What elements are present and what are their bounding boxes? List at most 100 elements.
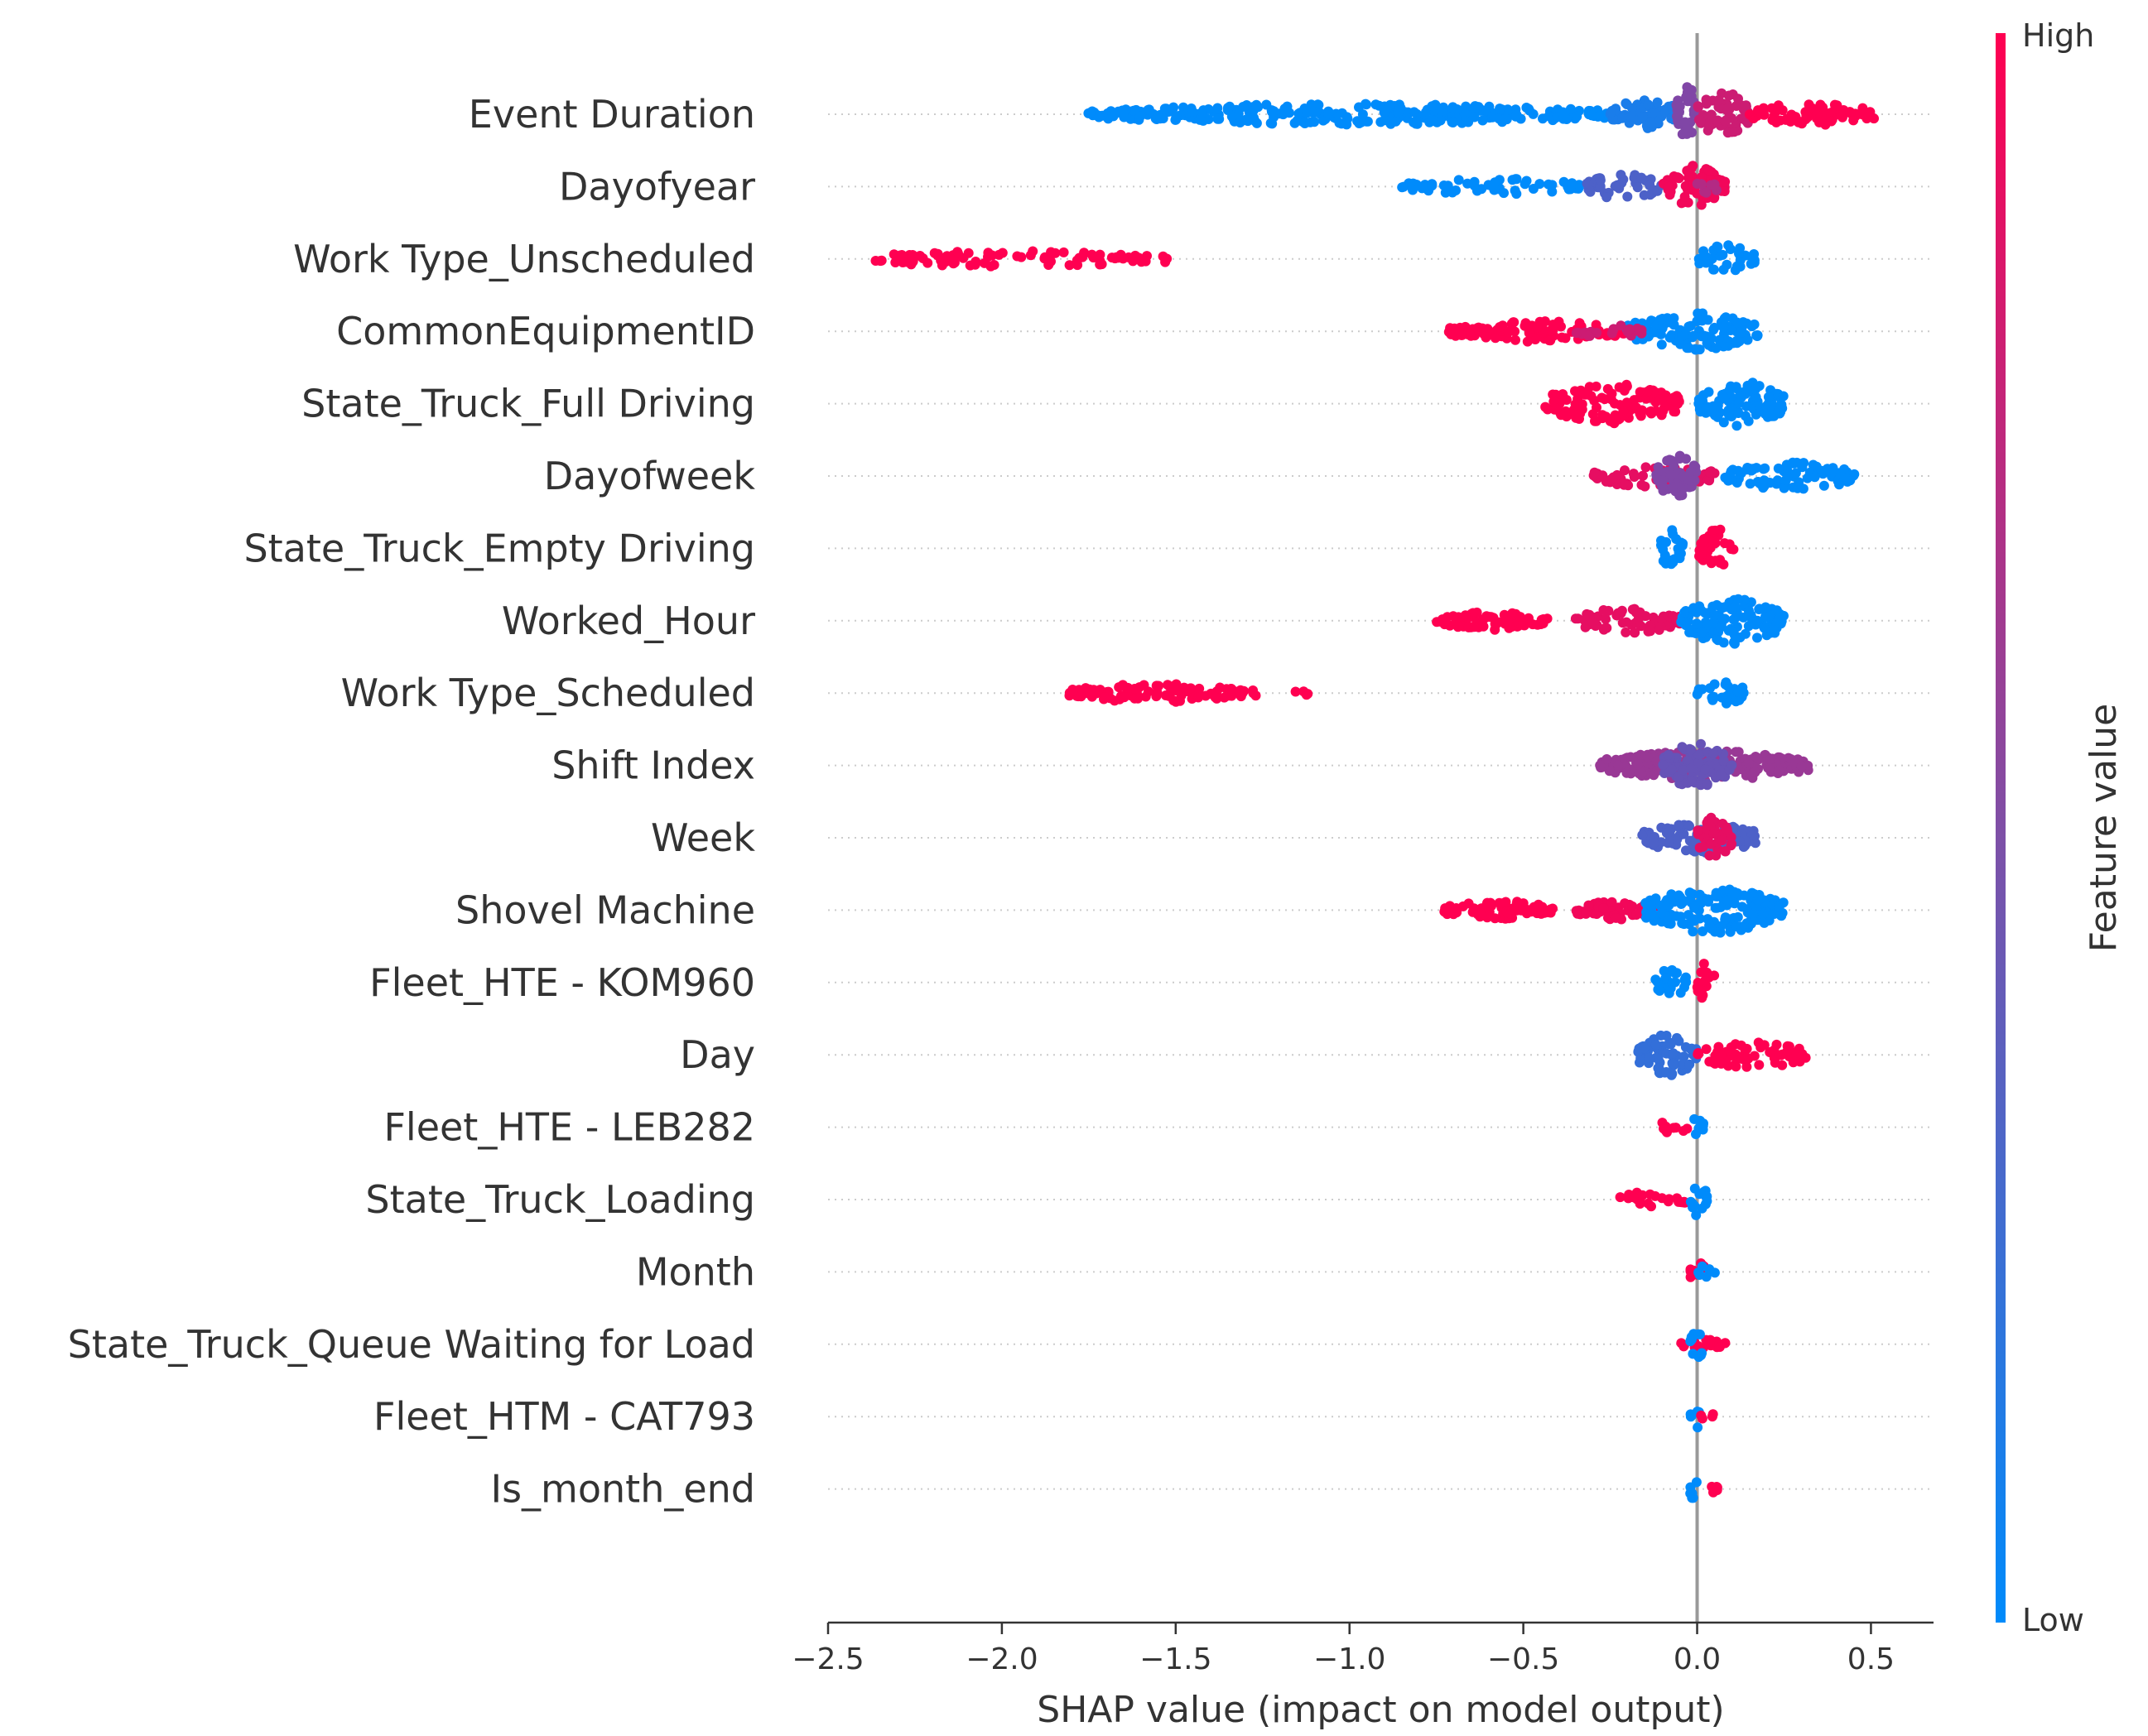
- shap-point: [1767, 115, 1778, 125]
- shap-point: [1524, 613, 1534, 623]
- shap-point: [1118, 253, 1129, 264]
- shap-point: [1696, 179, 1707, 190]
- shap-point: [1490, 177, 1500, 188]
- shap-point: [1472, 323, 1483, 334]
- shap-point: [1718, 756, 1729, 766]
- shap-point: [1816, 465, 1827, 476]
- shap-point: [1775, 402, 1785, 412]
- shap-point: [1694, 889, 1705, 900]
- shap-point: [1354, 102, 1364, 113]
- shap-point: [1746, 321, 1757, 332]
- shap-point: [1016, 252, 1027, 262]
- shap-point: [1598, 903, 1609, 913]
- shap-point: [1687, 1334, 1697, 1344]
- shap-point: [1697, 315, 1707, 326]
- shap-point: [1679, 191, 1690, 202]
- shap-point: [1774, 901, 1784, 911]
- shap-point: [1694, 1270, 1705, 1280]
- shap-point: [1719, 393, 1730, 403]
- shap-point: [1503, 327, 1514, 338]
- shap-point: [1684, 627, 1695, 637]
- shap-point: [1688, 1349, 1698, 1359]
- shap-point: [1805, 103, 1816, 113]
- shap-point: [1666, 889, 1677, 900]
- shap-point: [1507, 608, 1518, 618]
- shap-point: [1515, 612, 1525, 623]
- shap-point: [1711, 887, 1722, 898]
- shap-point: [1046, 247, 1057, 257]
- shap-point: [1750, 384, 1760, 395]
- colorbar-low-label: Low: [2022, 1602, 2084, 1638]
- shap-point: [1621, 379, 1632, 390]
- feature-label: State_Truck_Loading: [365, 1177, 755, 1222]
- shap-point: [1106, 252, 1117, 263]
- shap-point: [1543, 404, 1553, 415]
- shap-point: [1683, 343, 1694, 353]
- shap-point: [1507, 175, 1518, 185]
- shap-point: [1645, 626, 1655, 637]
- shap-point: [1627, 901, 1638, 911]
- shap-point: [1698, 251, 1709, 262]
- shap-point: [1627, 103, 1637, 113]
- shap-point: [1715, 927, 1726, 938]
- shap-point: [1677, 331, 1688, 342]
- shap-point: [1686, 776, 1697, 786]
- shap-point: [1704, 1264, 1715, 1275]
- shap-point: [1616, 320, 1626, 331]
- shap-point: [1248, 688, 1259, 699]
- shap-point: [1621, 627, 1631, 637]
- feature-label: Fleet_HTE - KOM960: [369, 960, 755, 1005]
- shap-point: [1712, 115, 1723, 126]
- shap-point: [1081, 683, 1091, 694]
- shap-point: [1668, 557, 1678, 568]
- shap-point: [1689, 1183, 1700, 1194]
- shap-point: [1480, 325, 1491, 335]
- shap-point: [1476, 907, 1486, 918]
- shap-point: [932, 248, 943, 259]
- shap-point: [1663, 749, 1674, 760]
- shap-point: [1777, 1060, 1788, 1070]
- shap-point: [1627, 604, 1638, 615]
- shap-point: [1645, 117, 1656, 127]
- shap-point: [1736, 1054, 1747, 1064]
- shap-point: [1119, 692, 1129, 703]
- shap-point: [1484, 612, 1495, 623]
- shap-point: [1119, 112, 1129, 123]
- shap-point: [1598, 605, 1609, 615]
- shap-point: [1741, 384, 1752, 395]
- shap-point: [1709, 193, 1719, 204]
- shap-point: [1354, 118, 1365, 128]
- shap-point: [1731, 261, 1742, 272]
- shap-point: [1794, 1048, 1804, 1059]
- shap-point: [1072, 260, 1083, 271]
- shap-point: [1397, 182, 1408, 193]
- shap-point: [1442, 180, 1453, 191]
- shap-point: [1625, 324, 1635, 334]
- shap-point: [1635, 1199, 1645, 1209]
- shap-point: [1685, 1196, 1696, 1207]
- shap-point: [1697, 1348, 1707, 1359]
- shap-point: [1765, 762, 1775, 773]
- shap-point: [1539, 316, 1550, 327]
- shap-point: [1639, 1043, 1650, 1054]
- shap-point: [1703, 125, 1713, 136]
- shap-point: [1684, 887, 1695, 898]
- shap-point: [1700, 764, 1711, 775]
- shap-point: [1706, 839, 1717, 849]
- shap-point: [1633, 614, 1644, 625]
- shap-point: [1760, 408, 1770, 419]
- shap-point: [1592, 402, 1601, 413]
- shap-point: [1427, 180, 1438, 191]
- colorbar-title: Feature value: [2083, 704, 2125, 952]
- shap-point: [890, 257, 901, 267]
- shap-point: [1689, 916, 1700, 926]
- shap-point: [1571, 328, 1582, 339]
- shap-point: [1412, 116, 1423, 127]
- shap-point: [1707, 1411, 1717, 1422]
- shap-point: [1551, 403, 1562, 414]
- shap-point: [1695, 604, 1706, 615]
- shap-point: [1733, 408, 1744, 418]
- shap-point: [1079, 248, 1090, 258]
- feature-label: State_Truck_Queue Waiting for Load: [68, 1322, 755, 1367]
- shap-point: [1693, 101, 1703, 112]
